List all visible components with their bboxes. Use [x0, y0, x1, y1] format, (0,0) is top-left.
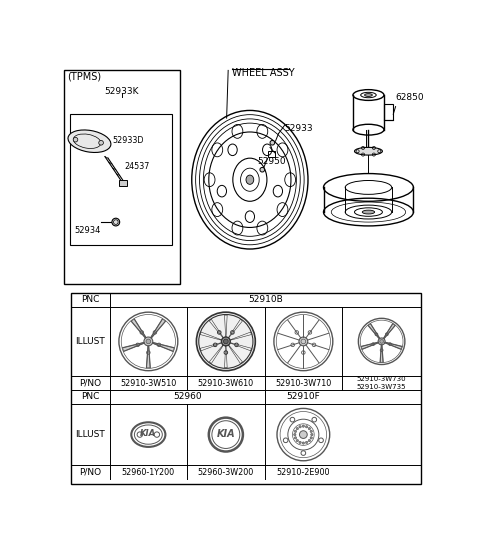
Circle shape	[311, 433, 313, 436]
Bar	[268, 151, 276, 157]
Text: 52960: 52960	[173, 392, 202, 401]
Polygon shape	[230, 342, 252, 351]
Text: 52933K: 52933K	[105, 87, 139, 95]
Circle shape	[308, 427, 311, 430]
Circle shape	[380, 340, 384, 343]
Text: 24537: 24537	[124, 162, 150, 171]
Circle shape	[310, 430, 312, 432]
Text: WHEEL ASSY: WHEEL ASSY	[232, 68, 295, 78]
Text: P/NO: P/NO	[79, 468, 101, 477]
Text: KIA: KIA	[216, 429, 235, 439]
Polygon shape	[225, 346, 227, 368]
Circle shape	[260, 167, 264, 172]
Text: 52950: 52950	[258, 157, 286, 165]
Polygon shape	[380, 345, 383, 362]
Polygon shape	[384, 324, 395, 339]
Ellipse shape	[246, 175, 254, 184]
Circle shape	[146, 339, 151, 344]
Circle shape	[302, 442, 304, 444]
Circle shape	[144, 337, 153, 346]
Text: 52910B: 52910B	[248, 295, 283, 304]
Text: KIA: KIA	[140, 429, 156, 438]
Circle shape	[299, 426, 301, 428]
Ellipse shape	[365, 94, 372, 96]
Text: 52910-2E900: 52910-2E900	[276, 468, 330, 477]
Polygon shape	[230, 332, 252, 340]
Text: P/NO: P/NO	[79, 379, 101, 387]
Polygon shape	[153, 342, 174, 351]
Text: 52910-3W710: 52910-3W710	[275, 379, 332, 387]
Text: 52910-3W730
52910-3W735: 52910-3W730 52910-3W735	[357, 376, 407, 390]
Circle shape	[299, 441, 301, 443]
Polygon shape	[151, 319, 166, 338]
Polygon shape	[228, 345, 242, 363]
Text: (TPMS): (TPMS)	[67, 71, 101, 81]
Polygon shape	[368, 324, 380, 339]
Text: 52910F: 52910F	[287, 392, 320, 401]
Text: 52910-3W610: 52910-3W610	[198, 379, 254, 387]
Circle shape	[296, 427, 299, 430]
Text: 52933: 52933	[285, 124, 313, 133]
Text: 52934: 52934	[74, 226, 100, 235]
Circle shape	[73, 138, 78, 142]
Text: 62850: 62850	[396, 93, 424, 102]
Text: PNC: PNC	[81, 295, 99, 304]
Circle shape	[224, 339, 228, 344]
Circle shape	[99, 140, 103, 145]
Circle shape	[305, 441, 308, 443]
Polygon shape	[200, 332, 221, 340]
Circle shape	[196, 312, 255, 370]
Circle shape	[294, 437, 297, 439]
Circle shape	[300, 431, 307, 438]
Text: 52960-3W200: 52960-3W200	[198, 468, 254, 477]
Ellipse shape	[355, 147, 383, 155]
Circle shape	[378, 338, 385, 345]
Polygon shape	[209, 319, 223, 338]
Text: 52960-1Y200: 52960-1Y200	[122, 468, 175, 477]
Circle shape	[294, 433, 296, 436]
Circle shape	[308, 439, 311, 442]
Bar	[384, 104, 393, 119]
Bar	[64, 70, 180, 284]
Circle shape	[270, 140, 275, 145]
Circle shape	[294, 430, 297, 432]
Bar	[70, 115, 172, 245]
Circle shape	[112, 218, 120, 226]
Ellipse shape	[68, 130, 111, 152]
Polygon shape	[200, 342, 221, 351]
Polygon shape	[146, 346, 150, 368]
Circle shape	[221, 337, 230, 346]
Polygon shape	[361, 342, 378, 349]
Circle shape	[305, 426, 308, 428]
Ellipse shape	[362, 210, 375, 214]
Polygon shape	[385, 342, 402, 349]
Polygon shape	[132, 319, 146, 338]
Text: PNC: PNC	[81, 392, 99, 401]
Circle shape	[310, 437, 312, 439]
Polygon shape	[122, 342, 144, 351]
Text: 52910-3W510: 52910-3W510	[120, 379, 177, 387]
Bar	[71, 293, 421, 484]
Polygon shape	[228, 319, 242, 338]
Text: ILLUST: ILLUST	[75, 430, 105, 439]
Text: ILLUST: ILLUST	[75, 337, 105, 346]
Bar	[119, 180, 127, 186]
Circle shape	[299, 337, 308, 346]
Text: 52933D: 52933D	[113, 136, 144, 145]
Polygon shape	[225, 315, 227, 336]
Polygon shape	[209, 345, 223, 363]
Circle shape	[302, 425, 304, 427]
Circle shape	[296, 439, 299, 442]
